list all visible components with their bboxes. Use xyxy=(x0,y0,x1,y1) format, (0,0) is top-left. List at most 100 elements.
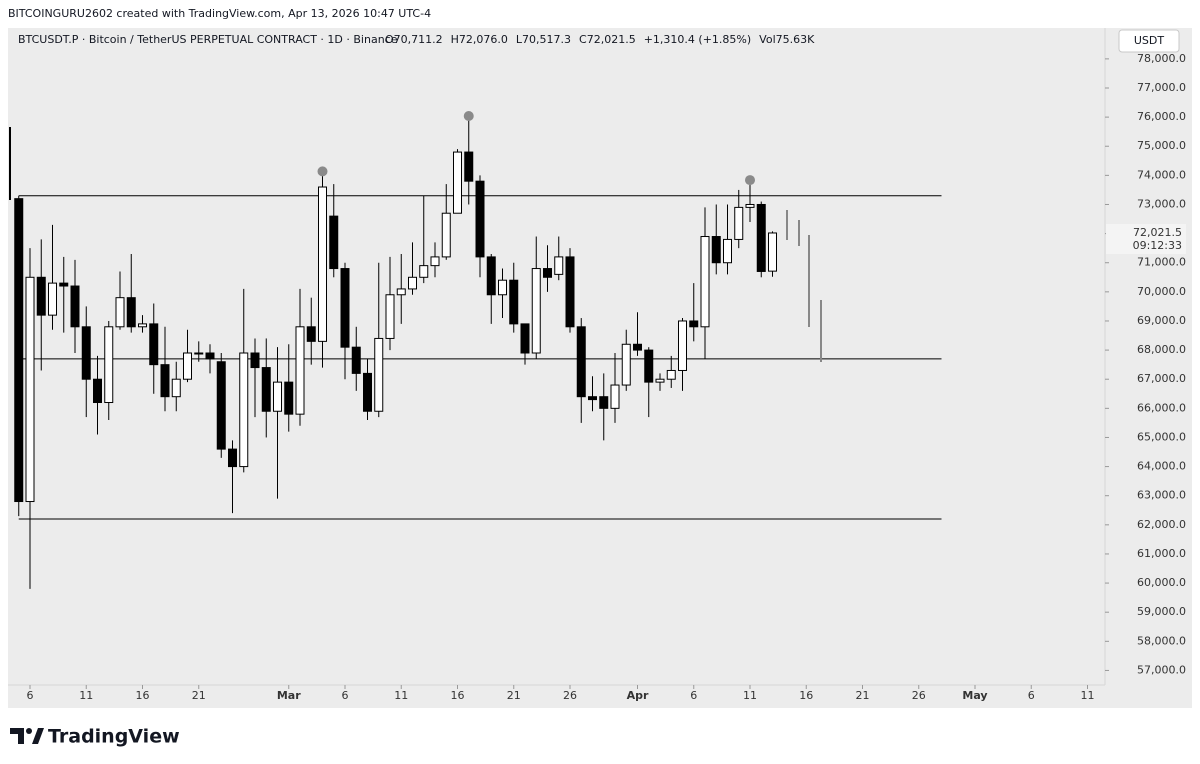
ohlc-value: +1,310.4 (+1.85%) xyxy=(644,33,751,46)
logo-mark xyxy=(26,728,32,734)
candle-body xyxy=(408,276,417,290)
y-tick-label: 77,000.0 xyxy=(1137,81,1186,94)
y-tick-label: 60,000.0 xyxy=(1137,576,1186,589)
candle-body xyxy=(295,326,305,415)
candle-body xyxy=(588,396,597,401)
candle-body xyxy=(183,352,192,380)
candle-body xyxy=(70,285,80,328)
candle-body xyxy=(318,186,327,342)
y-tick-label: 59,000.0 xyxy=(1137,605,1186,618)
candle-body xyxy=(149,323,159,366)
candle-body xyxy=(565,256,575,328)
candle-body xyxy=(329,215,339,270)
y-tick-label: 58,000.0 xyxy=(1137,634,1186,647)
candle-body xyxy=(441,212,451,258)
logo-mark xyxy=(32,728,44,744)
y-tick-label: 70,000.0 xyxy=(1137,285,1186,298)
last-price-box xyxy=(1106,223,1186,254)
x-tick-label: 26 xyxy=(912,689,926,702)
candle-body xyxy=(284,381,294,415)
currency-label[interactable]: USDT xyxy=(1134,34,1165,47)
candle-body xyxy=(205,352,215,360)
candle-body xyxy=(351,346,361,374)
candle-body xyxy=(194,352,204,355)
candle-body xyxy=(610,384,620,409)
ohlc-value: C72,021.5 xyxy=(579,33,636,46)
candle-body xyxy=(396,288,406,296)
candle-body xyxy=(464,151,474,182)
candle-body xyxy=(239,352,249,468)
candle-body xyxy=(419,265,429,278)
candle-body xyxy=(81,326,91,380)
y-tick-label: 78,000.0 xyxy=(1137,52,1186,65)
author-line: BITCOINGURU2602 created with TradingView… xyxy=(8,7,431,20)
y-tick-label: 71,000.0 xyxy=(1137,256,1186,269)
y-tick-label: 74,000.0 xyxy=(1137,168,1186,181)
candle-body xyxy=(486,256,496,296)
x-tick-label: 11 xyxy=(743,689,757,702)
candle-body xyxy=(678,320,687,371)
candle-body xyxy=(644,349,654,383)
y-tick-label: 69,000.0 xyxy=(1137,314,1186,327)
x-tick-label: 6 xyxy=(342,689,349,702)
ohlc-value: O70,711.2 xyxy=(385,33,443,46)
candle-body xyxy=(734,206,744,240)
candle-body xyxy=(273,381,282,412)
y-tick-label: 67,000.0 xyxy=(1137,372,1186,385)
y-tick-label: 61,000.0 xyxy=(1137,547,1186,560)
x-tick-label: 21 xyxy=(192,689,206,702)
y-tick-label: 68,000.0 xyxy=(1137,343,1186,356)
candle-body xyxy=(48,282,57,316)
candle-body xyxy=(633,343,642,351)
candle-body xyxy=(104,326,114,404)
candle-body xyxy=(160,364,170,398)
candle-body xyxy=(14,198,24,503)
candle-body xyxy=(666,369,676,380)
y-tick-label: 64,000.0 xyxy=(1137,460,1186,473)
x-tick-label: 21 xyxy=(507,689,521,702)
candle-body xyxy=(36,276,46,316)
x-tick-label: Apr xyxy=(627,689,649,702)
ohlc-legend: O70,711.2 H72,076.0 L70,517.3 C72,021.5 +1,3… xyxy=(385,33,815,46)
chart-bg xyxy=(8,28,1192,708)
high-marker xyxy=(317,166,328,177)
x-tick-label: 6 xyxy=(690,689,697,702)
candle-body xyxy=(475,180,485,258)
candle-body xyxy=(768,232,777,272)
candle-body xyxy=(138,323,147,328)
candle-body xyxy=(576,326,586,398)
high-marker xyxy=(745,175,755,186)
x-tick-label: 16 xyxy=(451,689,465,702)
high-marker xyxy=(463,111,474,122)
candle-body xyxy=(115,297,125,328)
y-tick-label: 76,000.0 xyxy=(1137,110,1186,123)
candle-body xyxy=(745,203,755,208)
candle-body xyxy=(520,323,530,354)
ohlc-value: H72,076.0 xyxy=(451,33,508,46)
x-tick-label: 11 xyxy=(79,689,93,702)
candle-body xyxy=(228,448,237,468)
x-tick-label: Mar xyxy=(277,689,301,702)
currency-button[interactable] xyxy=(1118,29,1180,53)
candle-body xyxy=(250,352,260,369)
candle-body xyxy=(261,367,271,412)
candle-body xyxy=(93,378,102,404)
candle-body xyxy=(531,268,541,354)
y-tick-label: 57,000.0 xyxy=(1137,663,1186,676)
plot xyxy=(14,111,942,589)
candle-body xyxy=(171,378,181,398)
candle-body xyxy=(216,361,226,450)
x-tick-label: 26 xyxy=(563,689,577,702)
candle-body xyxy=(621,343,631,386)
tradingview-logo: TradingView xyxy=(10,726,180,748)
x-tick-label: 21 xyxy=(856,689,870,702)
x-tick-label: 6 xyxy=(1028,689,1035,702)
y-tick-label: 75,000.0 xyxy=(1137,139,1186,152)
candle-body xyxy=(655,378,665,383)
candle-body xyxy=(385,294,395,339)
candle-body xyxy=(554,256,564,275)
x-tick-label: 16 xyxy=(799,689,813,702)
countdown-label: 09:12:33 xyxy=(1133,239,1182,252)
x-tick-label: 11 xyxy=(1081,689,1095,702)
y-tick-label: 63,000.0 xyxy=(1137,489,1186,502)
